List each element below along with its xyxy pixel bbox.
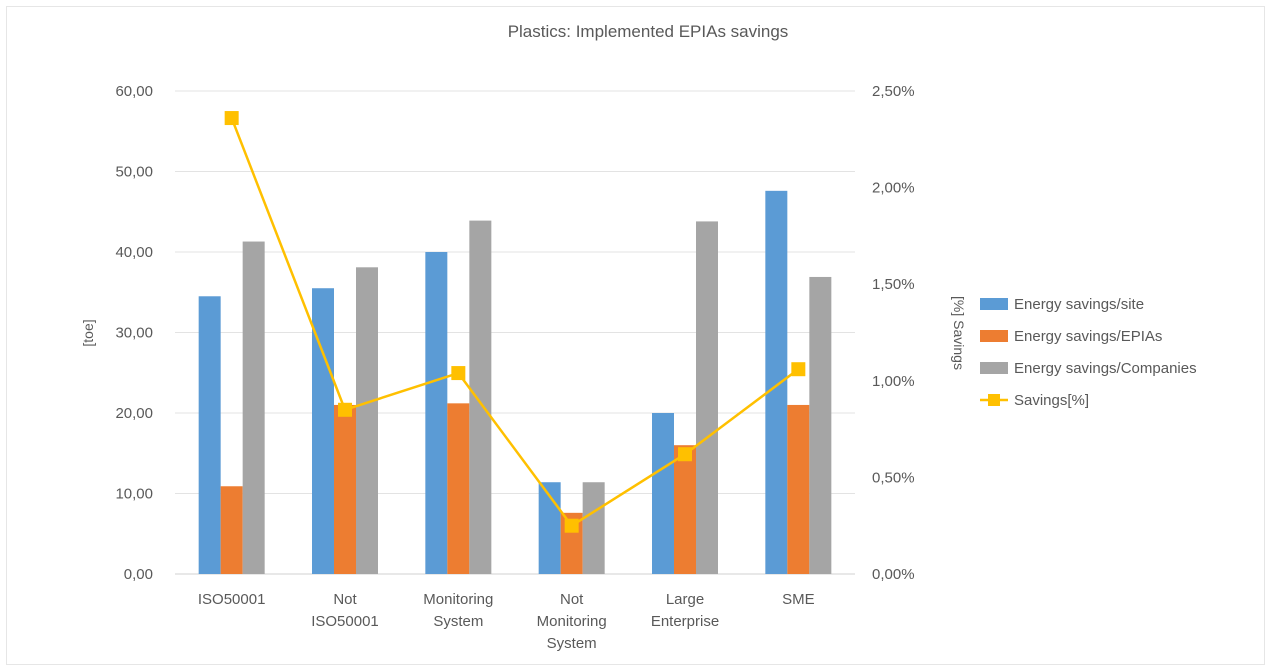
gridlines: [175, 91, 855, 574]
legend-swatch: [980, 298, 1008, 310]
category-label: Not: [560, 591, 584, 608]
bar-energy-savings-site: [765, 191, 787, 574]
y-tick-label: 30,00: [115, 325, 153, 342]
category-label: ISO50001: [198, 591, 266, 608]
category-label: System: [547, 635, 597, 652]
legend-swatch: [980, 330, 1008, 342]
bar-energy-savings-epias: [787, 405, 809, 574]
y2-tick-label: 2,00%: [872, 180, 915, 197]
y-tick-label: 10,00: [115, 486, 153, 503]
y-tick-label: 60,00: [115, 83, 153, 100]
savings-point: [791, 362, 805, 376]
right-axis-ticks: 0,00% 0,50% 1,00% 1,50% 2,00% 2,50%: [872, 83, 915, 583]
savings-point: [451, 366, 465, 380]
legend-label: Savings[%]: [1014, 392, 1089, 409]
bar-energy-savings-companies: [356, 267, 378, 574]
category-label: Monitoring: [423, 591, 493, 608]
y-tick-label: 40,00: [115, 244, 153, 261]
savings-point: [678, 447, 692, 461]
legend: Energy savings/site Energy savings/EPIAs E…: [980, 296, 1197, 409]
bar-energy-savings-companies: [243, 242, 265, 574]
bar-energy-savings-companies: [469, 221, 491, 574]
category-axis-labels: ISO50001 Not ISO50001 Monitoring System Not Mo…: [198, 591, 815, 652]
savings-point: [565, 519, 579, 533]
legend-label: Energy savings/site: [1014, 296, 1144, 313]
left-axis-title: [toe]: [80, 319, 96, 346]
category-label: Not: [333, 591, 357, 608]
savings-point: [338, 403, 352, 417]
left-axis-ticks: 0,00 10,00 20,00 30,00 40,00 50,00 60,00: [115, 83, 153, 583]
y2-tick-label: 0,00%: [872, 566, 915, 583]
bar-energy-savings-companies: [696, 221, 718, 574]
chart-title: Plastics: Implemented EPIAs savings: [508, 22, 789, 41]
bar-energy-savings-epias: [674, 445, 696, 574]
savings-line: [225, 111, 806, 533]
y2-tick-label: 0,50%: [872, 469, 915, 486]
legend-label: Energy savings/Companies: [1014, 360, 1197, 377]
bar-energy-savings-companies: [809, 277, 831, 574]
bar-energy-savings-site: [425, 252, 447, 574]
category-label: Enterprise: [651, 613, 719, 630]
y-tick-label: 0,00: [124, 566, 153, 583]
savings-point: [225, 111, 239, 125]
bar-energy-savings-site: [199, 296, 221, 574]
y2-tick-label: 1,50%: [872, 276, 915, 293]
bar-energy-savings-epias: [334, 405, 356, 574]
y2-tick-label: 1,00%: [872, 373, 915, 390]
bar-energy-savings-companies: [583, 482, 605, 574]
category-label: Monitoring: [537, 613, 607, 630]
category-label: ISO50001: [311, 613, 379, 630]
bar-energy-savings-site: [652, 413, 674, 574]
category-label: Large: [666, 591, 704, 608]
bar-energy-savings-epias: [221, 486, 243, 574]
legend-marker-swatch: [988, 394, 1000, 406]
bar-energy-savings-epias: [447, 403, 469, 574]
legend-label: Energy savings/EPIAs: [1014, 328, 1162, 345]
y-tick-label: 50,00: [115, 164, 153, 181]
category-label: System: [433, 613, 483, 630]
bar-marks: [199, 191, 832, 574]
y2-tick-label: 2,50%: [872, 83, 915, 100]
right-axis-title: [%] Savings: [951, 296, 967, 370]
y-tick-label: 20,00: [115, 405, 153, 422]
legend-swatch: [980, 362, 1008, 374]
category-label: SME: [782, 591, 815, 608]
